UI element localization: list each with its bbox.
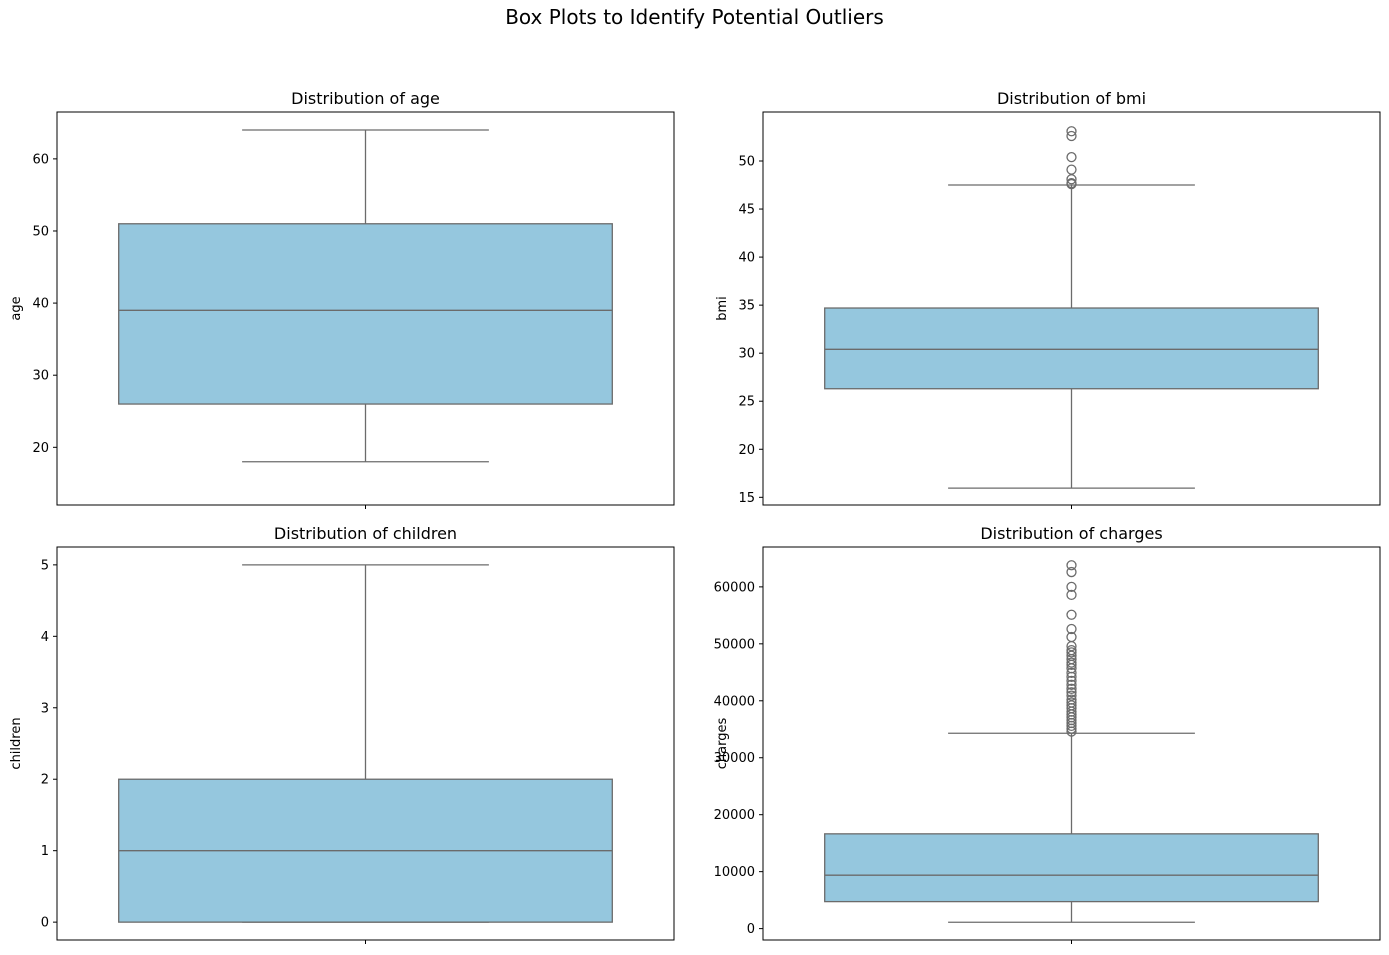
y-tick-label: 50000 bbox=[714, 637, 755, 652]
outlier-point bbox=[1066, 687, 1077, 698]
chart-title: Distribution of charges bbox=[980, 524, 1162, 543]
y-tick-label: 30 bbox=[32, 369, 49, 384]
y-tick-label: 45 bbox=[738, 203, 755, 218]
outlier-point bbox=[1066, 697, 1077, 708]
chart-panel-bmi: Distribution of bmi bmi 15 20 25 30 35 40 45 50 bbox=[715, 89, 1381, 509]
y-tick-label: 10000 bbox=[714, 865, 755, 880]
iqr-box bbox=[824, 307, 1319, 390]
y-axis-label: charges bbox=[715, 718, 730, 770]
y-tick-label: 30000 bbox=[714, 751, 755, 766]
outlier-point bbox=[1066, 130, 1077, 142]
chart-title: Distribution of children bbox=[274, 524, 457, 543]
y-tick-label: 20 bbox=[32, 441, 49, 456]
y-tick-label: 60000 bbox=[714, 580, 755, 595]
outlier-point bbox=[1066, 700, 1077, 711]
y-tick-label: 5 bbox=[41, 558, 49, 573]
y-tick-label: 40000 bbox=[714, 694, 755, 709]
y-tick-label: 20000 bbox=[714, 808, 755, 823]
y-tick-label: 0 bbox=[747, 922, 755, 937]
outlier-point bbox=[1066, 631, 1077, 643]
y-tick-label: 4 bbox=[41, 630, 49, 645]
outlier-point bbox=[1066, 581, 1077, 593]
y-tick-label: 15 bbox=[738, 491, 755, 506]
outlier-point bbox=[1066, 644, 1077, 656]
y-tick-label: 2 bbox=[41, 773, 49, 788]
chart-title: Distribution of bmi bbox=[997, 89, 1146, 108]
y-tick-label: 1 bbox=[41, 844, 49, 859]
outlier-point bbox=[1066, 152, 1077, 163]
outlier-point bbox=[1066, 683, 1077, 694]
outlier-point bbox=[1066, 126, 1077, 137]
outlier-point bbox=[1066, 675, 1077, 686]
y-tick-label: 0 bbox=[41, 916, 49, 931]
iqr-box bbox=[824, 833, 1319, 903]
y-tick-label: 40 bbox=[738, 251, 755, 266]
figure-title: Box Plots to Identify Potential Outliers bbox=[505, 5, 884, 29]
chart-panel-children: Distribution of children children 0 1 2 3 4 5 bbox=[9, 524, 675, 944]
outlier-point bbox=[1066, 679, 1077, 690]
outlier-point bbox=[1066, 560, 1077, 571]
y-tick-label: 40 bbox=[32, 297, 49, 312]
y-tick-label: 3 bbox=[41, 701, 49, 716]
outlier-point bbox=[1066, 650, 1077, 661]
outlier-point bbox=[1066, 694, 1077, 705]
outlier-point bbox=[1066, 667, 1077, 679]
y-tick-label: 50 bbox=[32, 224, 49, 239]
y-tick-label: 50 bbox=[738, 155, 755, 170]
outlier-point bbox=[1066, 566, 1077, 578]
y-tick-label: 60 bbox=[32, 152, 49, 167]
chart-panel-age: Distribution of age age 20 30 40 50 60 bbox=[9, 89, 675, 509]
outlier-point bbox=[1066, 164, 1077, 175]
iqr-box bbox=[118, 223, 613, 405]
y-axis-label: age bbox=[9, 296, 24, 320]
y-tick-label: 20 bbox=[738, 443, 755, 458]
outlier-point bbox=[1066, 177, 1077, 189]
outlier-point bbox=[1066, 690, 1077, 701]
outlier-point bbox=[1066, 623, 1077, 635]
outlier-point bbox=[1066, 657, 1077, 668]
chart-title: Distribution of age bbox=[291, 89, 440, 108]
y-axis-label: children bbox=[9, 717, 24, 769]
y-tick-label: 25 bbox=[738, 395, 755, 410]
outlier-point bbox=[1066, 589, 1077, 600]
y-tick-label: 35 bbox=[738, 299, 755, 314]
chart-panel-charges: Distribution of charges charges 0 10000 2000… bbox=[714, 524, 1381, 944]
outlier-point bbox=[1066, 609, 1077, 620]
y-axis-label: bmi bbox=[715, 296, 730, 321]
y-tick-label: 30 bbox=[738, 347, 755, 362]
